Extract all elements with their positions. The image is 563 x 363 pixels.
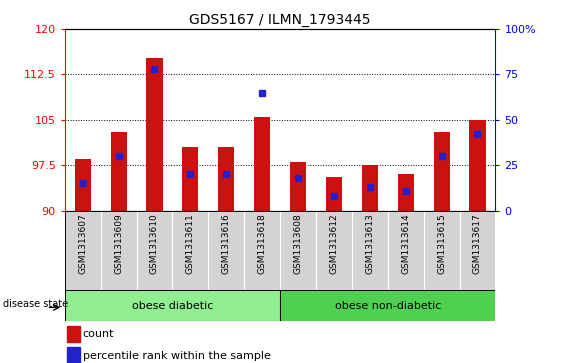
Bar xyxy=(397,174,414,211)
Bar xyxy=(101,211,137,290)
Bar xyxy=(68,347,80,363)
Text: obese diabetic: obese diabetic xyxy=(132,301,213,311)
Text: GSM1313609: GSM1313609 xyxy=(114,213,123,274)
Bar xyxy=(352,211,388,290)
Text: GSM1313613: GSM1313613 xyxy=(365,213,374,274)
Bar xyxy=(68,326,80,343)
Bar xyxy=(65,211,101,290)
Text: percentile rank within the sample: percentile rank within the sample xyxy=(83,351,271,361)
Bar xyxy=(208,211,244,290)
Text: GSM1313607: GSM1313607 xyxy=(78,213,87,274)
Text: disease state: disease state xyxy=(3,299,68,309)
Bar xyxy=(388,211,424,290)
Bar xyxy=(290,162,306,211)
Bar xyxy=(280,211,316,290)
Bar xyxy=(182,147,198,211)
Text: GSM1313617: GSM1313617 xyxy=(473,213,482,274)
Bar xyxy=(316,211,352,290)
Bar xyxy=(218,147,234,211)
Text: GSM1313618: GSM1313618 xyxy=(258,213,267,274)
Bar xyxy=(172,211,208,290)
Bar xyxy=(424,211,459,290)
Text: GSM1313610: GSM1313610 xyxy=(150,213,159,274)
Text: GSM1313616: GSM1313616 xyxy=(222,213,231,274)
Bar xyxy=(146,58,163,211)
Bar xyxy=(65,290,280,321)
Bar xyxy=(254,117,270,211)
Bar xyxy=(244,211,280,290)
Text: obese non-diabetic: obese non-diabetic xyxy=(334,301,441,311)
Text: GSM1313612: GSM1313612 xyxy=(329,213,338,274)
Bar xyxy=(65,290,280,321)
Text: GSM1313614: GSM1313614 xyxy=(401,213,410,274)
Bar xyxy=(280,290,495,321)
Text: GSM1313608: GSM1313608 xyxy=(293,213,302,274)
Bar xyxy=(137,211,172,290)
Bar xyxy=(459,211,495,290)
Bar xyxy=(75,159,91,211)
Bar xyxy=(110,132,127,211)
Bar xyxy=(362,165,378,211)
Title: GDS5167 / ILMN_1793445: GDS5167 / ILMN_1793445 xyxy=(189,13,371,26)
Bar xyxy=(434,132,450,211)
Text: GSM1313615: GSM1313615 xyxy=(437,213,446,274)
Bar xyxy=(280,290,495,321)
Text: count: count xyxy=(83,330,114,339)
Text: GSM1313611: GSM1313611 xyxy=(186,213,195,274)
Bar xyxy=(470,120,485,211)
Bar xyxy=(326,177,342,211)
